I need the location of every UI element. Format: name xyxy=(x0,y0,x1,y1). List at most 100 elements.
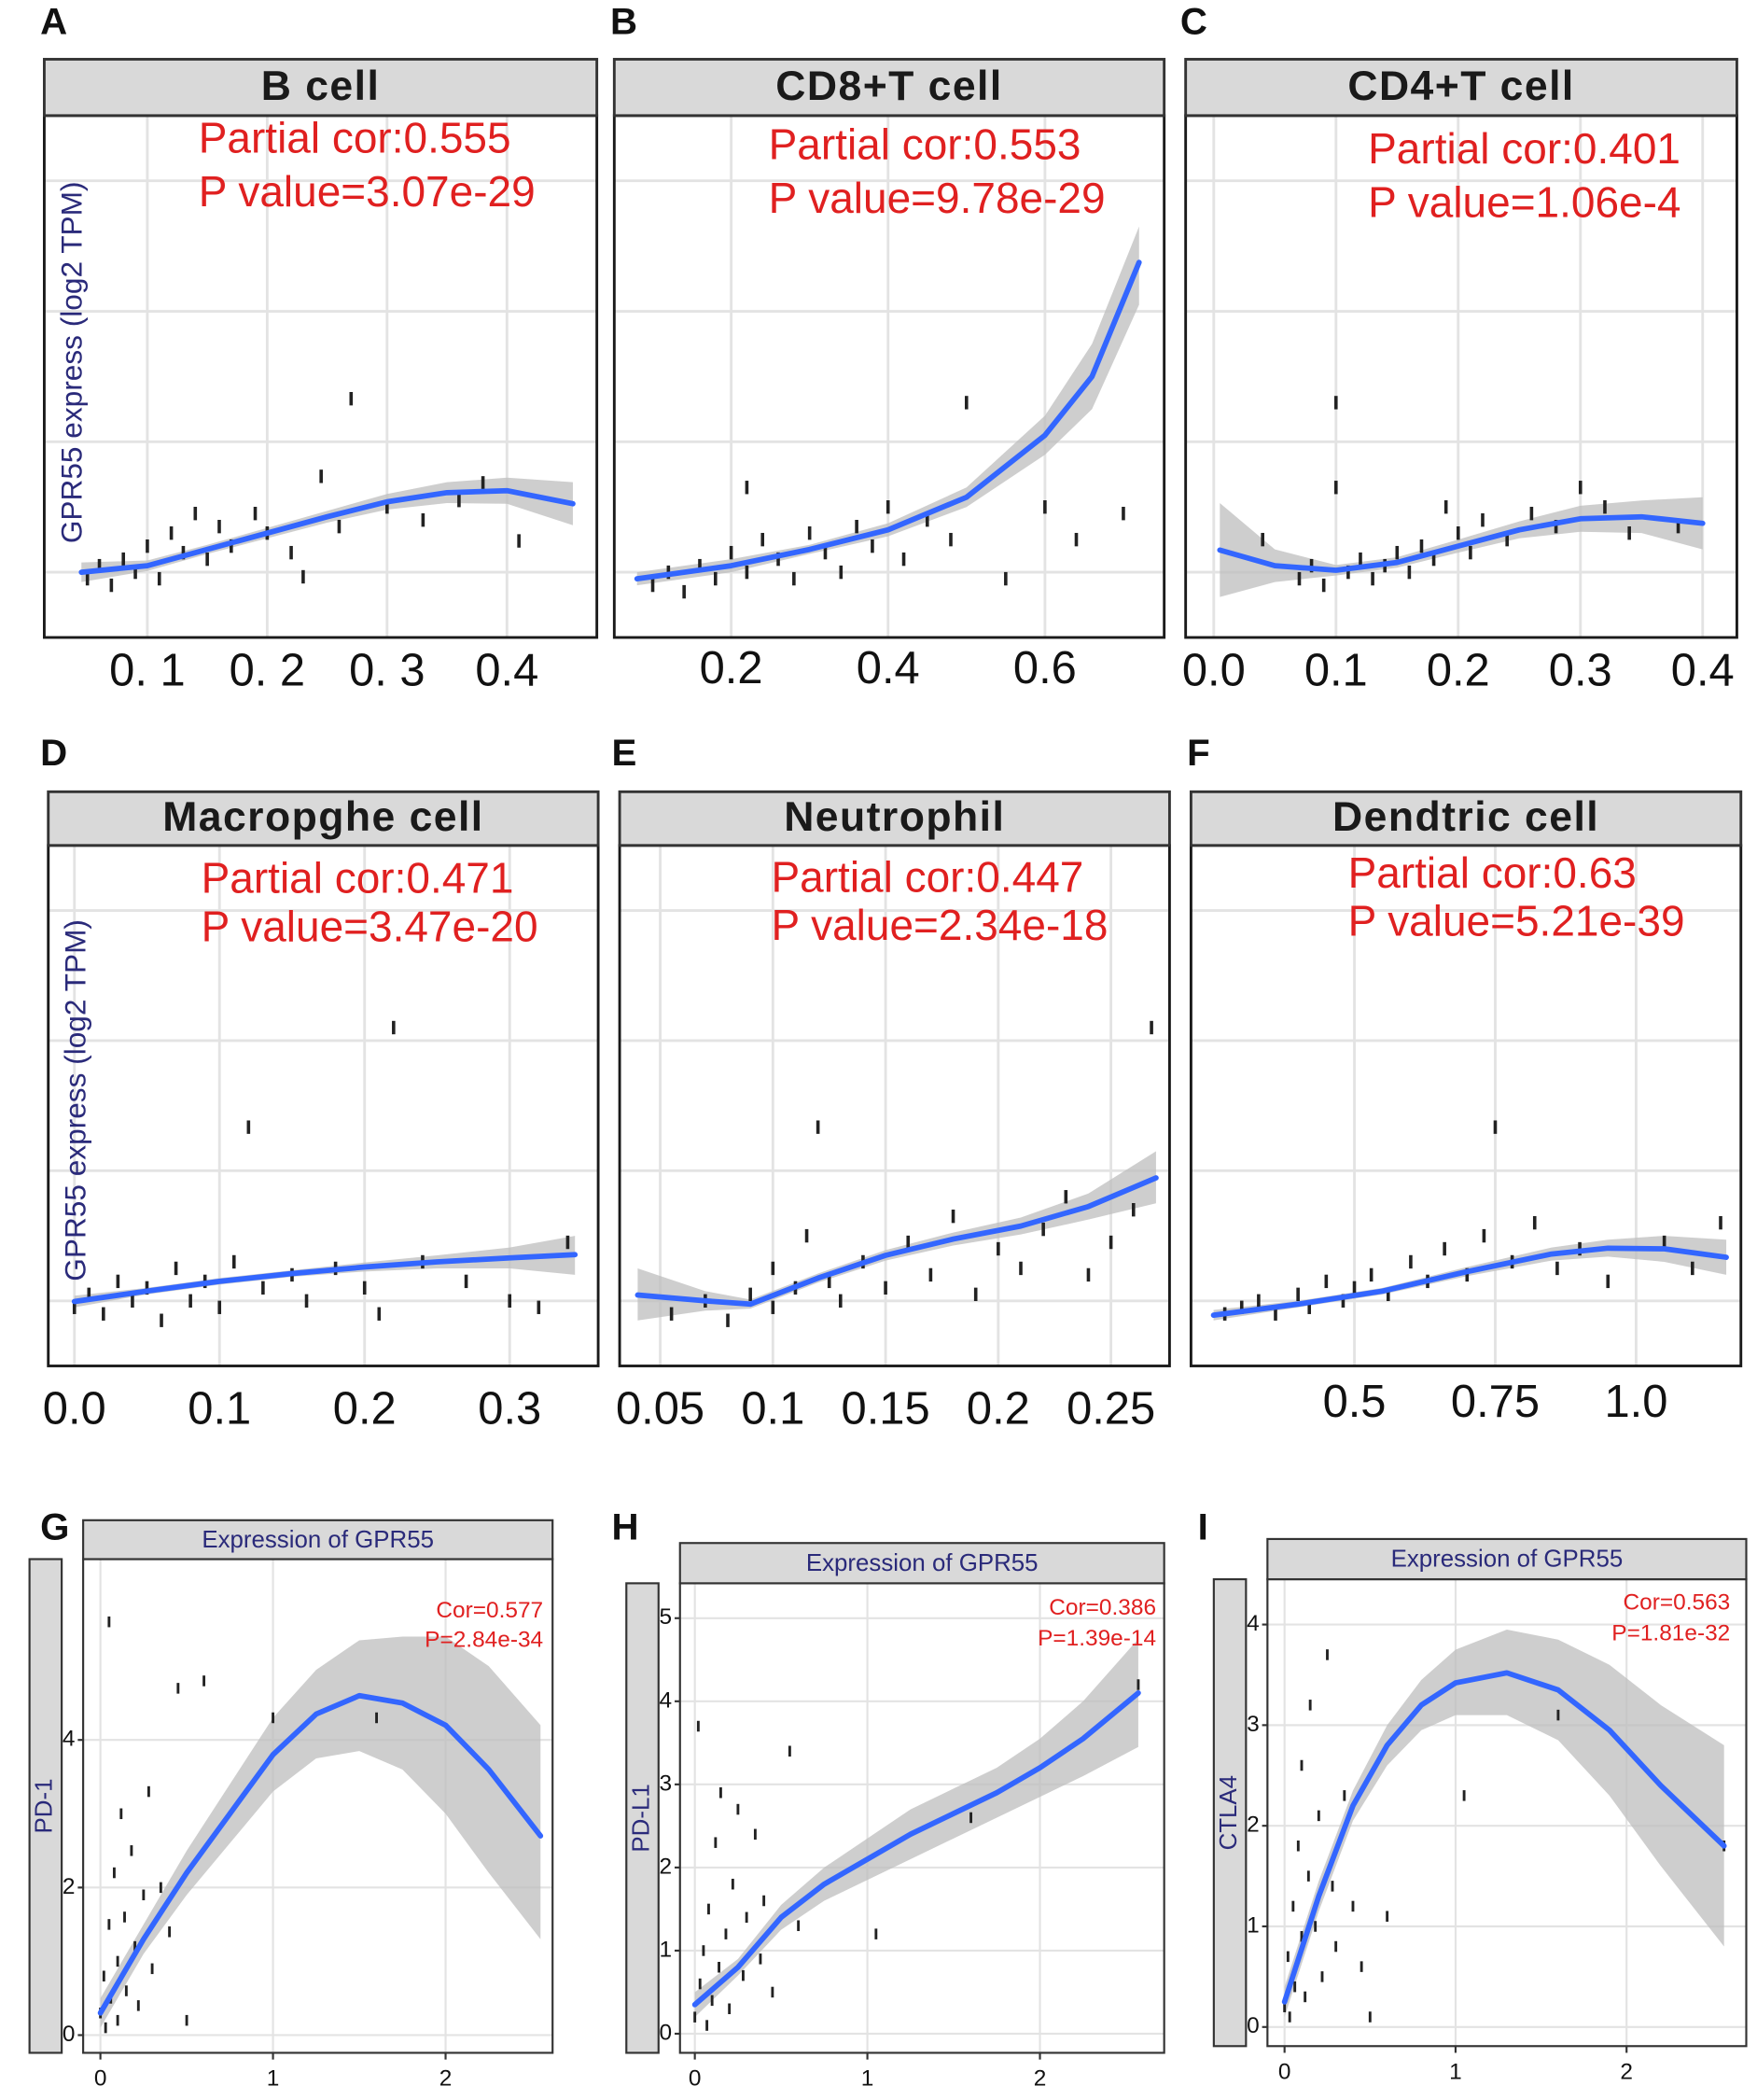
y-tick-label: 4 xyxy=(660,1687,673,1713)
y-strip xyxy=(28,1558,63,2054)
annotation: Partial cor:0.471 xyxy=(202,854,514,903)
x-tick-label: 2 xyxy=(1034,2066,1047,2092)
y-tick-label: 3 xyxy=(1247,1712,1260,1737)
y-tick-label: 0 xyxy=(1247,2013,1260,2038)
annotation: Partial cor:0.553 xyxy=(769,120,1081,169)
panel-label: B xyxy=(610,1,637,43)
strip xyxy=(618,790,1171,847)
x-tick-label: 0.75 xyxy=(1451,1377,1540,1427)
fit-line xyxy=(1281,1670,1727,2005)
x-tick-label: 0.2 xyxy=(967,1383,1030,1434)
x-tick-label: 0.5 xyxy=(1323,1377,1387,1427)
strip xyxy=(678,1542,1165,1585)
x-tick-label: 0.4 xyxy=(1671,646,1735,696)
x-tick-label: 0.3 xyxy=(478,1383,541,1434)
x-tick-label: 2 xyxy=(1620,2059,1633,2084)
fit-line xyxy=(691,1690,1141,2008)
annotation: P=2.84e-34 xyxy=(425,1628,543,1653)
panel-label: I xyxy=(1198,1505,1208,1547)
y-strip xyxy=(1212,1577,1248,2048)
x-tick-label: 0. 3 xyxy=(349,646,425,696)
annotation: P value=5.21e-39 xyxy=(1348,897,1685,945)
x-tick-label: 0.2 xyxy=(333,1383,397,1434)
strip xyxy=(612,58,1166,118)
y-tick-label: 0 xyxy=(63,2022,76,2047)
panel-label: H xyxy=(611,1505,638,1547)
annotation: P value=3.47e-20 xyxy=(202,903,538,951)
x-tick-label: 0.0 xyxy=(1182,646,1246,696)
annotation: Partial cor:0.447 xyxy=(772,852,1084,901)
panel-title: Neutrophil xyxy=(784,794,1005,840)
y-axis-label: GPR55 express (log2 TPM) xyxy=(59,919,92,1281)
fit-line xyxy=(97,1692,544,2016)
annotation: Partial cor:0.401 xyxy=(1368,124,1680,173)
confidence-band xyxy=(694,1639,1138,2018)
x-tick-label: 0 xyxy=(689,2066,702,2092)
y-tick-label: 2 xyxy=(63,1874,76,1899)
fit-line xyxy=(1217,513,1706,573)
panel-label: C xyxy=(1180,1,1207,43)
x-tick-label: 0.1 xyxy=(741,1383,804,1434)
y-axis-label: PD-L1 xyxy=(628,1784,654,1852)
panel-title: Dendtric cell xyxy=(1332,794,1599,840)
y-axis-label: PD-1 xyxy=(32,1779,58,1834)
y-strip xyxy=(625,1582,660,2054)
x-tick-label: 0.4 xyxy=(857,643,920,693)
strip xyxy=(1189,790,1743,847)
panel-title: Expression of GPR55 xyxy=(806,1550,1039,1576)
fit-line xyxy=(78,487,576,575)
x-tick-label: 0. 2 xyxy=(230,646,306,696)
x-tick-label: 2 xyxy=(439,2066,453,2092)
x-tick-label: 0.1 xyxy=(1304,646,1368,696)
x-tick-label: 0.15 xyxy=(842,1383,930,1434)
y-tick-label: 3 xyxy=(660,1771,673,1796)
x-tick-label: 0.1 xyxy=(188,1383,251,1434)
fit-line xyxy=(71,1252,579,1305)
y-tick-label: 4 xyxy=(63,1727,76,1752)
strip xyxy=(82,1519,554,1561)
panel-title: Expression of GPR55 xyxy=(202,1527,434,1553)
fit-line xyxy=(634,1175,1159,1308)
panel-label: A xyxy=(40,1,67,43)
annotation: Cor=0.563 xyxy=(1624,1589,1731,1615)
strip xyxy=(47,790,600,847)
y-axis-label: CTLA4 xyxy=(1216,1775,1242,1850)
plot-background xyxy=(44,115,597,637)
x-tick-label: 0.0 xyxy=(43,1383,106,1434)
annotation: P=1.81e-32 xyxy=(1611,1620,1730,1645)
fit-line xyxy=(634,259,1142,581)
fit-line xyxy=(1210,1245,1729,1319)
x-tick-label: 0.4 xyxy=(475,646,538,696)
annotation: P value=2.34e-18 xyxy=(772,901,1109,949)
annotation: Cor=0.386 xyxy=(1049,1595,1156,1620)
x-tick-label: 0 xyxy=(1278,2059,1291,2084)
y-tick-label: 1 xyxy=(1247,1912,1260,1938)
annotation: P value=9.78e-29 xyxy=(769,174,1106,222)
panel-label: E xyxy=(611,732,636,774)
strip xyxy=(1266,1537,1748,1581)
annotation: P value=1.06e-4 xyxy=(1368,177,1680,226)
x-tick-label: 0.3 xyxy=(1549,646,1612,696)
confidence-band xyxy=(81,477,573,582)
annotation: Cor=0.577 xyxy=(436,1598,543,1623)
panel-title: CD4+T cell xyxy=(1347,63,1574,109)
y-tick-label: 2 xyxy=(660,1854,673,1879)
x-tick-label: 0.6 xyxy=(1013,643,1077,693)
panel-title: B cell xyxy=(261,63,380,109)
panel-title: Expression of GPR55 xyxy=(1391,1547,1624,1573)
plot-background xyxy=(48,845,599,1366)
x-tick-label: 1.0 xyxy=(1604,1377,1667,1427)
panel-label: F xyxy=(1187,732,1210,774)
confidence-band xyxy=(637,1151,1156,1321)
panel-label: G xyxy=(40,1505,69,1547)
plot-background xyxy=(620,845,1170,1366)
annotation: P value=3.07e-29 xyxy=(199,167,536,216)
strip xyxy=(1184,58,1738,118)
x-tick-label: 0 xyxy=(94,2066,107,2092)
annotation: Partial cor:0.555 xyxy=(199,113,511,161)
x-tick-label: 0.05 xyxy=(616,1383,704,1434)
strip xyxy=(42,58,599,118)
y-tick-label: 0 xyxy=(660,2020,673,2045)
